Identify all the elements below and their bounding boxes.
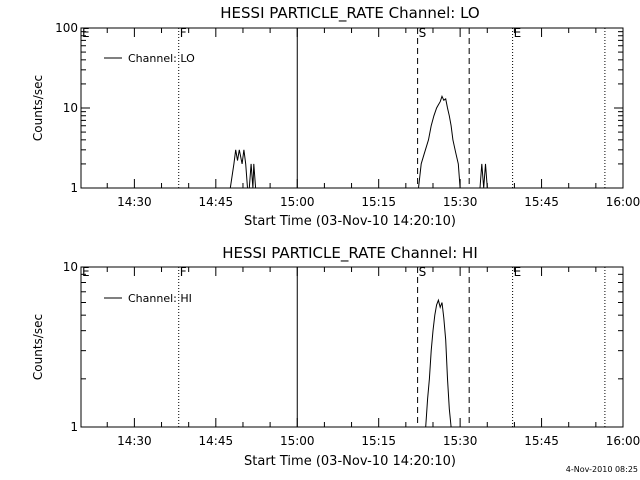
data-series-line bbox=[229, 149, 248, 189]
x-tick-label: 15:45 bbox=[524, 434, 559, 448]
plot-area: 14:30 14:45 15:00 15:15 15:30 15:45 16:00 1 10 10… bbox=[55, 21, 640, 209]
data-series-line bbox=[479, 163, 488, 189]
data-series-line bbox=[425, 298, 452, 428]
axis-frame bbox=[80, 266, 624, 428]
x-tick-label: 15:30 bbox=[443, 434, 478, 448]
event-marker-label: E bbox=[82, 265, 90, 279]
data-series-line bbox=[418, 94, 461, 189]
x-tick-label: 16:00 bbox=[606, 434, 640, 448]
event-marker-label: E bbox=[82, 26, 90, 40]
panel-lo: HESSI PARTICLE_RATE Channel: LO Counts/s… bbox=[31, 4, 640, 229]
event-marker-label: F bbox=[180, 265, 187, 279]
event-marker-label: S bbox=[419, 265, 427, 279]
x-tick-label: 15:00 bbox=[280, 195, 315, 209]
x-tick-label: 15:15 bbox=[361, 434, 396, 448]
y-tick-label: 1 bbox=[70, 181, 78, 195]
timestamp-stamp: 4-Nov-2010 08:25 bbox=[566, 465, 638, 474]
x-tick-label: 14:45 bbox=[199, 195, 234, 209]
legend-label: Channel: HI bbox=[128, 292, 192, 305]
event-marker-label: E bbox=[514, 265, 522, 279]
y-tick-label: 10 bbox=[63, 260, 78, 274]
y-tick-label: 100 bbox=[55, 21, 78, 35]
x-tick-label: 16:00 bbox=[606, 195, 640, 209]
event-marker-label: E bbox=[514, 26, 522, 40]
x-tick-label: 14:30 bbox=[117, 195, 152, 209]
plot-area: 14:30 14:45 15:00 15:15 15:30 15:45 16:00 1 10 E F… bbox=[63, 260, 640, 448]
event-marker-label: F bbox=[180, 26, 187, 40]
legend-label: Channel: LO bbox=[128, 52, 195, 65]
panel-hi: HESSI PARTICLE_RATE Channel: HI Counts/s… bbox=[31, 244, 640, 469]
chart-title: HESSI PARTICLE_RATE Channel: LO bbox=[220, 4, 479, 23]
y-tick-label: 1 bbox=[70, 420, 78, 434]
x-tick-label: 15:45 bbox=[524, 195, 559, 209]
x-axis-label: Start Time (03-Nov-10 14:20:10) bbox=[244, 454, 456, 469]
chart-title: HESSI PARTICLE_RATE Channel: HI bbox=[222, 244, 478, 263]
x-axis-label: Start Time (03-Nov-10 14:20:10) bbox=[244, 214, 456, 229]
x-tick-label: 15:30 bbox=[443, 195, 478, 209]
x-tick-label: 14:45 bbox=[199, 434, 234, 448]
x-tick-label: 15:15 bbox=[361, 195, 396, 209]
data-series-line bbox=[248, 163, 257, 189]
y-tick-label: 10 bbox=[63, 101, 78, 115]
event-marker-label: S bbox=[419, 26, 427, 40]
y-axis-label: Counts/sec bbox=[31, 75, 45, 141]
y-axis-label: Counts/sec bbox=[31, 314, 45, 380]
x-tick-label: 15:00 bbox=[280, 434, 315, 448]
x-tick-label: 14:30 bbox=[117, 434, 152, 448]
